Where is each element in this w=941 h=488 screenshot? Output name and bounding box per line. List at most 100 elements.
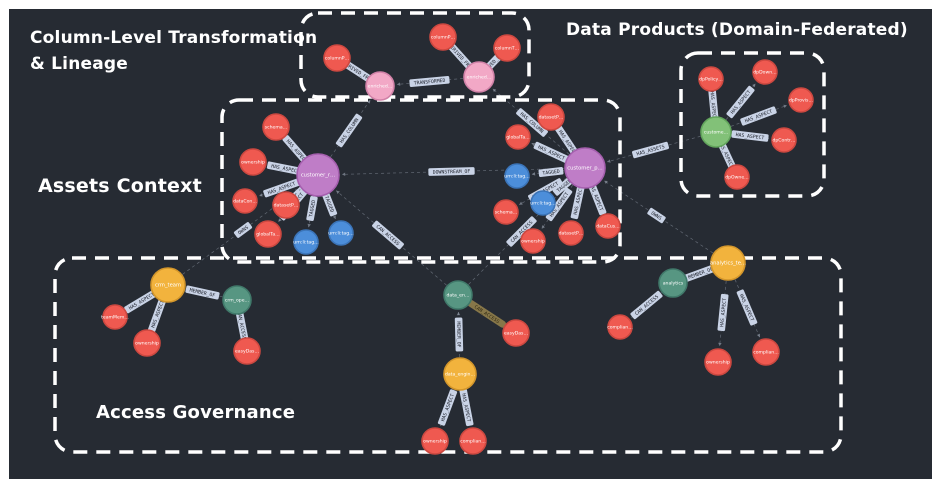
graph-node-A4[interactable] — [239, 148, 267, 176]
graph-node-L1[interactable] — [323, 44, 351, 72]
relationship-pill[interactable] — [321, 191, 338, 217]
relationship-pill[interactable] — [736, 289, 758, 326]
graph-node-G10[interactable] — [459, 427, 487, 455]
relationship-pill[interactable] — [428, 167, 475, 176]
relationship-pill[interactable] — [708, 86, 719, 125]
relationship-pill[interactable] — [148, 295, 168, 333]
graph-node-G14[interactable] — [704, 348, 732, 376]
graph-node-G11[interactable] — [658, 268, 688, 298]
relationship-label[interactable]: HAS_ASPECT — [708, 86, 719, 125]
graph-node-A16[interactable] — [558, 220, 584, 246]
graph-node-label: ownership — [423, 439, 447, 445]
relationship-label[interactable]: TAGGED — [321, 191, 338, 217]
graph-node-A8[interactable] — [293, 229, 319, 255]
relationship-pill[interactable] — [740, 106, 777, 126]
relationship-label[interactable]: HAS_ASPECT — [731, 130, 769, 142]
relationship-label[interactable]: OWNS — [647, 207, 667, 224]
relationship-pill[interactable] — [409, 76, 450, 87]
relationship-label[interactable]: MEMBER_OF — [185, 285, 220, 300]
graph-node-A11[interactable] — [505, 124, 531, 150]
relationship-label-text: HAS_ASPECT — [708, 91, 717, 120]
relationship-label[interactable]: HAS_ASPECT — [266, 161, 305, 176]
relationship-label[interactable]: MEMBER_OF — [454, 317, 464, 352]
graph-node-label: crm_ope… — [225, 298, 250, 304]
relationship-pill[interactable] — [545, 187, 573, 222]
relationship-pill[interactable] — [335, 113, 363, 148]
graph-node-G1[interactable] — [150, 267, 186, 303]
graph-node-G12[interactable] — [710, 245, 746, 281]
relationship-label[interactable]: DOWNSTREAM_OF — [428, 167, 475, 176]
graph-node-A1[interactable] — [296, 153, 340, 197]
graph-node-D1[interactable] — [698, 66, 724, 92]
relationship-pill[interactable] — [437, 389, 458, 426]
relationship-label[interactable]: HAS_ASPECT — [717, 293, 729, 332]
relationship-label[interactable]: CAN_ACCESS — [234, 306, 250, 345]
graph-node-label: crm_team — [155, 283, 181, 289]
graph-node-G15[interactable] — [752, 338, 780, 366]
relationship-pill[interactable] — [570, 181, 586, 220]
graph-node-A13[interactable] — [530, 190, 556, 216]
relationship-pill[interactable] — [234, 306, 250, 345]
relationship-pill[interactable] — [533, 141, 570, 164]
relationship-label[interactable]: OWNS — [233, 221, 253, 238]
relationship-pill[interactable] — [459, 388, 474, 427]
graph-node-A15[interactable] — [520, 228, 546, 254]
relationship-label[interactable]: HAS_ASPECT — [459, 388, 474, 427]
graph-node-L3[interactable] — [429, 23, 457, 51]
relationship-label[interactable]: HAS_ASPECT — [570, 181, 586, 220]
graph-node-A14[interactable] — [493, 199, 519, 225]
graph-node-D0[interactable] — [700, 116, 732, 148]
relationship-label[interactable]: TAGGED — [538, 166, 564, 178]
graph-node-L5[interactable] — [463, 61, 495, 93]
graph-edge-arrowhead — [604, 180, 608, 184]
relationship-pill[interactable] — [506, 216, 538, 248]
graph-node-A9[interactable] — [328, 220, 354, 246]
group-outline-assets — [220, 98, 622, 264]
relationship-pill[interactable] — [233, 221, 253, 238]
graph-node-D3[interactable] — [788, 87, 814, 113]
graph-node-G2[interactable] — [102, 304, 128, 330]
graph-node-G9[interactable] — [421, 427, 449, 455]
relationship-label[interactable]: TRANSFORMED — [409, 76, 450, 87]
relationship-pill[interactable] — [515, 108, 548, 138]
graph-node-G5[interactable] — [233, 337, 261, 365]
graph-node-D4[interactable] — [771, 127, 797, 153]
relationship-pill[interactable] — [263, 178, 300, 198]
graph-node-G4[interactable] — [222, 285, 252, 315]
relationship-label[interactable]: TAGGED — [306, 195, 318, 222]
relationship-pill[interactable] — [586, 178, 607, 216]
relationship-pill[interactable] — [647, 207, 667, 224]
relationship-pill[interactable] — [631, 141, 670, 159]
relationship-pill[interactable] — [726, 85, 755, 119]
graph-node-A17[interactable] — [595, 213, 621, 239]
graph-node-D5[interactable] — [724, 164, 750, 190]
relationship-pill[interactable] — [683, 264, 718, 283]
graph-node-A3[interactable] — [262, 113, 290, 141]
graph-node-A6[interactable] — [272, 191, 300, 219]
graph-node-G7[interactable] — [443, 357, 477, 391]
relationship-pill[interactable] — [538, 166, 564, 178]
graph-node-D2[interactable] — [752, 59, 778, 85]
relationship-pill[interactable] — [717, 293, 729, 332]
graph-node-L4[interactable] — [493, 34, 521, 62]
relationship-pill[interactable] — [630, 290, 663, 320]
relationship-pill[interactable] — [266, 161, 305, 176]
relationship-pill[interactable] — [185, 285, 220, 300]
relationship-pill[interactable] — [731, 130, 769, 142]
relationship-pill[interactable] — [306, 195, 318, 222]
graph-node-A10[interactable] — [537, 103, 565, 131]
relationship-label-text: OWNS — [237, 225, 250, 237]
graph-node-A7[interactable] — [254, 220, 282, 248]
graph-node-G3[interactable] — [133, 329, 161, 357]
relationship-pill[interactable] — [124, 288, 160, 314]
relationship-pill[interactable] — [454, 317, 464, 352]
graph-node-A5[interactable] — [232, 188, 258, 214]
graph-node-G8[interactable] — [502, 319, 530, 347]
graph-node-A12[interactable] — [504, 163, 530, 189]
graph-node-G13[interactable] — [607, 314, 633, 340]
graph-node-L2[interactable] — [365, 71, 395, 101]
relationship-pill[interactable] — [371, 220, 404, 250]
graph-node-A2[interactable] — [564, 147, 606, 189]
graph-node-G6[interactable] — [443, 280, 473, 310]
